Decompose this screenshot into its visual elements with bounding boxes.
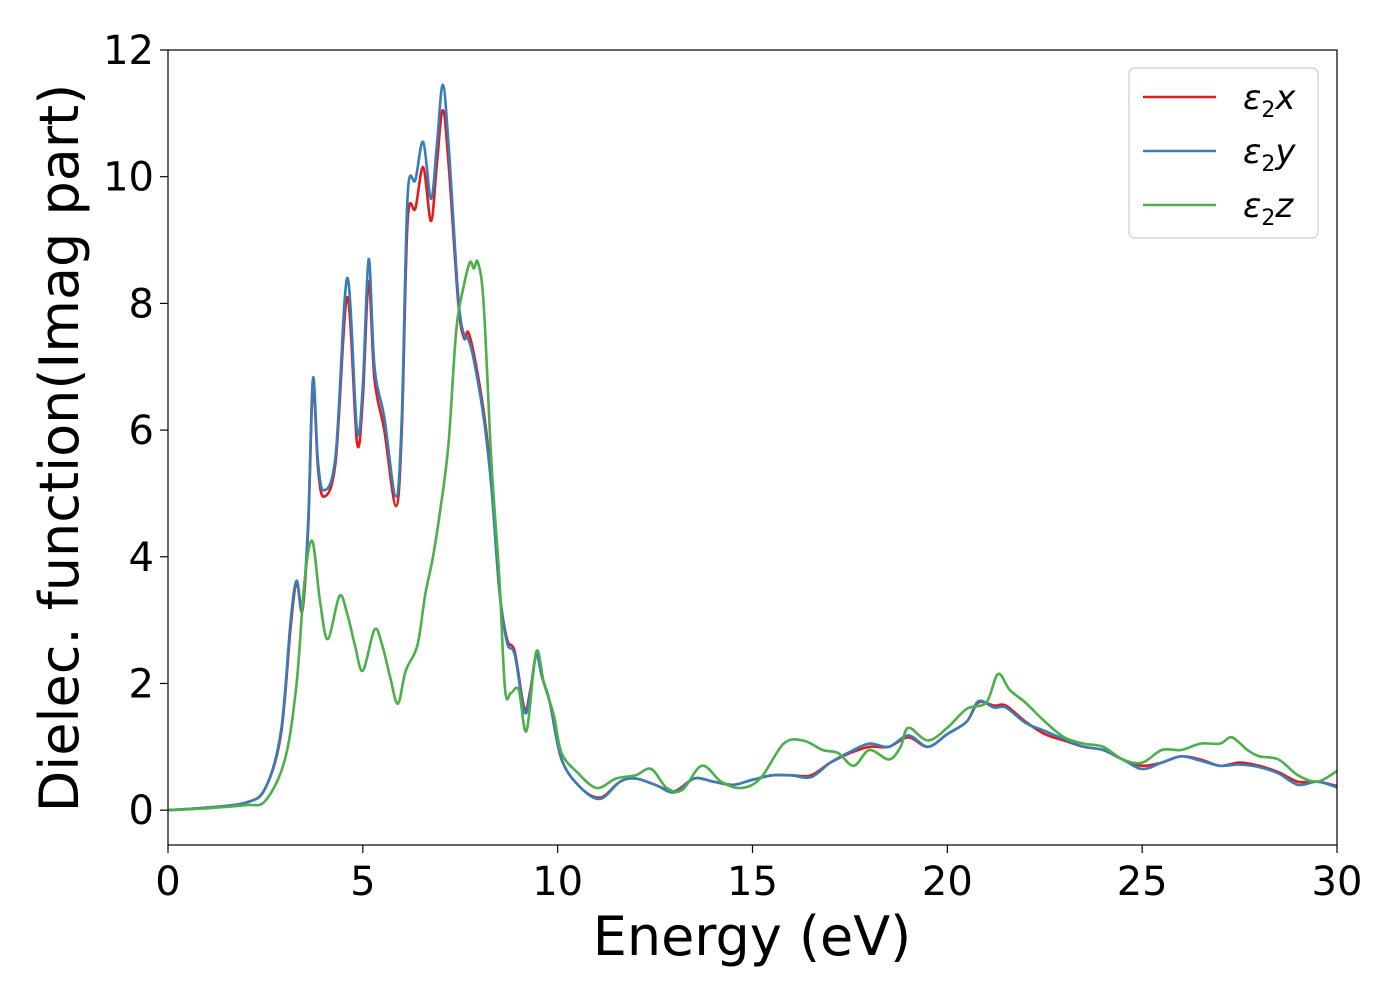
- legend-label-z: ε2z: [1243, 186, 1294, 231]
- x-tick-label: 25: [1117, 859, 1168, 905]
- legend-label-x: ε2x: [1243, 78, 1296, 123]
- x-axis-title: Energy (eV): [593, 905, 912, 968]
- legend-items: ε2x ε2y ε2z: [1143, 78, 1296, 231]
- legend-label-y: ε2y: [1243, 132, 1296, 177]
- series-layer: [167, 83, 1338, 812]
- y-tick-label: 8: [129, 281, 154, 327]
- x-tick-label: 20: [922, 859, 973, 905]
- x-tick-label: 30: [1312, 859, 1363, 905]
- y-tick-label: 0: [129, 788, 154, 834]
- legend: ε2x ε2y ε2z: [1128, 67, 1319, 239]
- y-tick-label: 4: [129, 535, 154, 581]
- legend-box: [1128, 67, 1319, 239]
- series-line-z: [167, 259, 1338, 812]
- y-axis-ticks: 0 2 4 6 8 10 12: [103, 28, 168, 834]
- x-tick-label: 0: [155, 859, 180, 905]
- y-axis-title: Dielec. function(Imag part): [28, 84, 91, 813]
- y-tick-label: 12: [103, 28, 154, 74]
- x-axis-ticks: 0 5 10 15 20 25 30: [155, 845, 1362, 905]
- x-tick-label: 15: [727, 859, 778, 905]
- y-tick-label: 6: [129, 408, 154, 454]
- x-tick-label: 5: [350, 859, 375, 905]
- y-tick-label: 10: [103, 155, 154, 201]
- y-tick-label: 2: [129, 661, 154, 707]
- x-tick-label: 10: [532, 859, 583, 905]
